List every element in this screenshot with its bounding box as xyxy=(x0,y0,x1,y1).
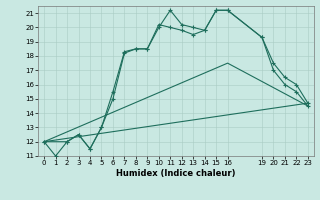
X-axis label: Humidex (Indice chaleur): Humidex (Indice chaleur) xyxy=(116,169,236,178)
